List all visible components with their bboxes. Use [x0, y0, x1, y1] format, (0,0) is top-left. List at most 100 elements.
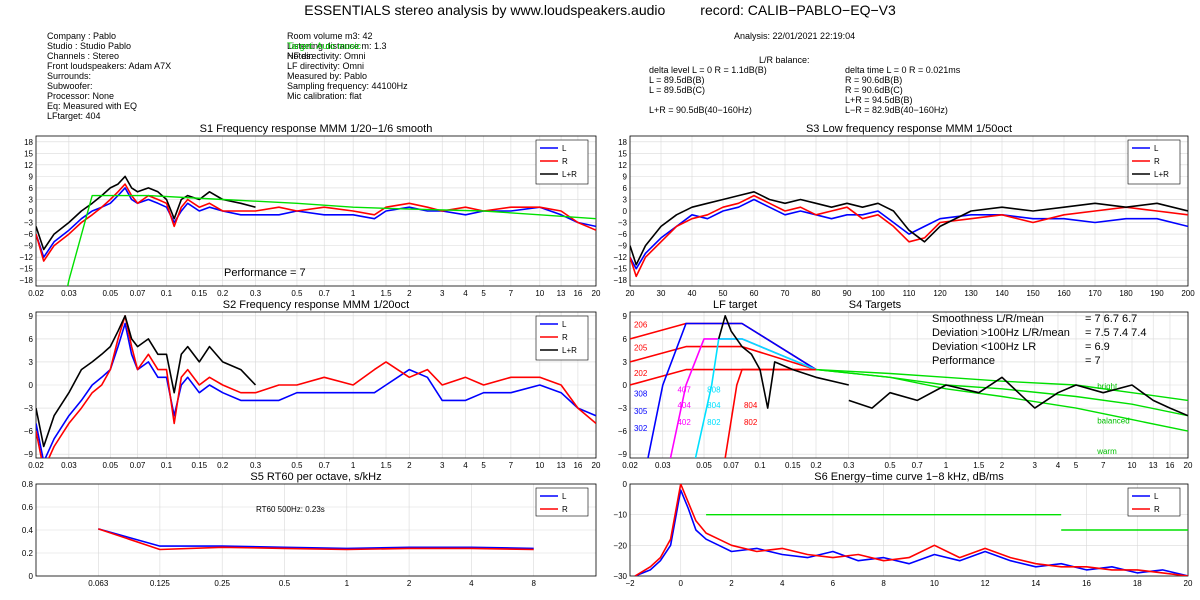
x-tick-label: 16 — [1082, 579, 1091, 588]
x-tick-label: 170 — [1088, 289, 1102, 298]
x-tick-label: 0.15 — [192, 289, 208, 298]
x-tick-label: 0.07 — [130, 289, 146, 298]
y-tick-label: 9 — [623, 312, 628, 321]
series-group — [630, 191, 1188, 278]
y-tick-label: −6 — [618, 230, 628, 239]
y-tick-label: 0 — [623, 207, 628, 216]
x-tick-label: 1 — [345, 579, 350, 588]
studio-info-line: Eq: Measured with EQ — [47, 101, 138, 111]
x-tick-label: 7 — [1101, 461, 1106, 470]
y-tick-label: 0 — [623, 480, 628, 489]
y-tick-label: 0 — [29, 572, 34, 581]
chart-title: S4 Targets — [849, 299, 902, 311]
stat-label: Smoothness L/R/mean — [932, 313, 1044, 325]
target-label: 206 — [634, 320, 648, 329]
plot-frame — [35, 135, 597, 287]
series-line-measured-hf — [848, 376, 1188, 417]
series-line-202 — [630, 368, 816, 386]
series-line-r — [36, 183, 596, 262]
x-tick-label: 110 — [903, 289, 916, 298]
y-tick-label: −15 — [19, 265, 33, 274]
series-line-l+r — [630, 191, 1188, 266]
x-tick-label: 3 — [1033, 461, 1038, 470]
x-tick-label: 0.2 — [810, 461, 822, 470]
target-label: 804 — [744, 401, 758, 410]
chart-s5: 0.063 0.125 0.25 0.5 1 2 4 8 0 0.2 0.4 0.6 0.8 S5 RT6… — [22, 471, 597, 588]
x-tick-label: 40 — [688, 289, 697, 298]
x-tick-label: 0.5 — [291, 289, 303, 298]
lr-left-line: L+R = 90.5dB(40−160Hz) — [649, 105, 752, 115]
x-tick-label: 2 — [407, 579, 412, 588]
y-tick-label: 3 — [29, 195, 34, 204]
y-tick-label: 0 — [29, 381, 34, 390]
y-tick-label: 0.6 — [22, 503, 34, 512]
stat-label: Performance — [932, 355, 995, 367]
x-tick-label: 13 — [557, 289, 566, 298]
x-tick-label: 30 — [657, 289, 666, 298]
x-tick-label: 0.2 — [217, 289, 229, 298]
y-tick-label: −6 — [618, 427, 628, 436]
x-tick-label: 4 — [463, 461, 468, 470]
x-tick-label: 190 — [1150, 289, 1164, 298]
y-tick-label: 6 — [623, 335, 628, 344]
target-label: 205 — [634, 343, 648, 352]
x-tick-label: 1.5 — [380, 289, 392, 298]
x-tick-label: 1.5 — [380, 461, 392, 470]
x-tick-label: 0.3 — [250, 289, 262, 298]
studio-info-line: LFtarget: 404 — [47, 111, 101, 121]
y-tick-label: 9 — [623, 172, 628, 181]
measurement-info-line: Listening distance m: 1.3 — [287, 41, 387, 51]
x-tick-label: 0 — [679, 579, 684, 588]
y-tick-label: 6 — [29, 184, 34, 193]
studio-info-line: Front loudspeakers: Adam A7X — [47, 61, 172, 71]
series-line-r — [630, 194, 1188, 278]
series-line-205 — [630, 345, 817, 371]
y-tick-label: 3 — [623, 358, 628, 367]
y-tick-label: −3 — [24, 404, 34, 413]
chart-title: S3 Low frequency response MMM 1/50oct — [806, 123, 1012, 135]
legend-label: L — [562, 492, 567, 501]
x-tick-label: 0.063 — [88, 579, 109, 588]
x-tick-label: 0.15 — [785, 461, 801, 470]
y-tick-label: 6 — [29, 335, 34, 344]
measurement-info-line: HF directivity: Omni — [287, 51, 366, 61]
y-tick-label: −12 — [19, 253, 33, 262]
y-tick-label: −15 — [613, 265, 627, 274]
y-tick-label: −3 — [24, 219, 34, 228]
x-tick-label: 8 — [881, 579, 886, 588]
target-label: 804 — [707, 401, 721, 410]
y-tick-label: −18 — [613, 276, 627, 285]
y-tick-label: −9 — [24, 242, 34, 251]
series-line-804 — [724, 368, 816, 458]
y-tick-label: 0 — [29, 207, 34, 216]
x-tick-label: 14 — [1031, 579, 1040, 588]
series-group — [36, 175, 596, 286]
x-tick-label: 20 — [592, 289, 601, 298]
plot-frame — [35, 483, 597, 577]
x-tick-label: 0.1 — [754, 461, 766, 470]
series-line-target — [67, 194, 596, 286]
x-tick-label: 0.5 — [884, 461, 896, 470]
x-tick-label: 5 — [481, 461, 486, 470]
lr-balance-right: delta time L = 0 R = 0.021ms R = 90.6dB(B… — [845, 65, 960, 115]
lr-balance-title: L/R balance: — [759, 55, 810, 65]
target-label: 402 — [677, 418, 691, 427]
info-column-studio: Company : Pablo Studio : Studio Pablo Chan… — [47, 31, 171, 121]
series-line-bright — [815, 368, 1188, 402]
lr-left-line: L = 89.5dB(C) — [649, 85, 705, 95]
lr-right-line: L+R = 94.5dB(B) — [845, 95, 913, 105]
page-title: ESSENTIALS stereo analysis by www.loudsp… — [304, 2, 896, 18]
x-tick-label: 0.1 — [161, 289, 173, 298]
x-tick-label: 80 — [812, 289, 821, 298]
x-tick-label: −2 — [625, 579, 635, 588]
legend-label: R — [562, 505, 568, 514]
y-tick-label: 18 — [24, 138, 33, 147]
x-tick-label: 0.03 — [61, 461, 77, 470]
chart-s3: 20 30 40 50 60 70 80 90 100 110 120 130 140 150 160 170… — [613, 123, 1195, 298]
legend-label: L+R — [562, 346, 577, 355]
x-tick-label: 70 — [781, 289, 790, 298]
target-label: 808 — [707, 386, 721, 395]
legend-box — [1127, 487, 1181, 517]
legend-label: L — [562, 144, 567, 153]
y-tick-label: 0.4 — [22, 526, 34, 535]
